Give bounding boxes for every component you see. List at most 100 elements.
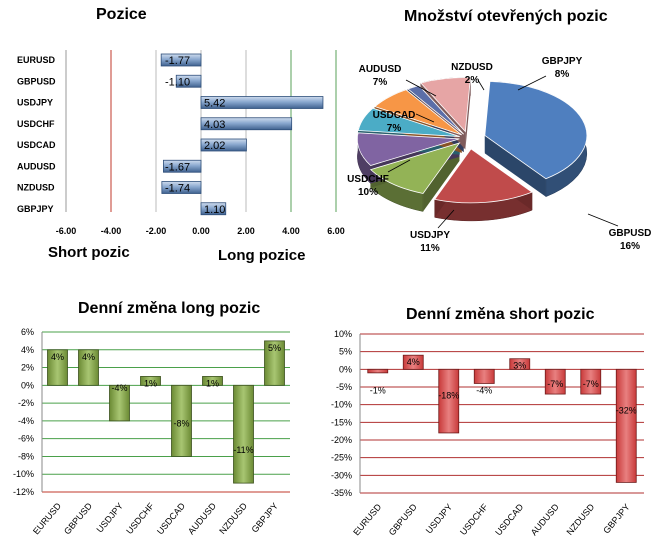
short-change-plot: 10% 5% 0% -5% -10% -15% -20% -25% -30% -35% -1% EUR…	[331, 329, 644, 537]
x-tick-label: USDJPY	[424, 502, 454, 536]
leader-line	[415, 113, 435, 123]
value-label: -1.74	[165, 183, 190, 195]
x-tick-label: GBPJPY	[601, 502, 631, 536]
category-label: USDCHF	[17, 119, 55, 129]
x-tick-label: NZDUSD	[217, 500, 249, 536]
x-tick-label: 4.00	[282, 226, 300, 236]
category-label: USDJPY	[17, 98, 53, 108]
bar	[233, 384, 254, 484]
y-tick-label: 0%	[21, 380, 34, 390]
bar	[78, 349, 99, 386]
long-change-chart-title: Denní změna long pozic	[78, 300, 261, 317]
x-tick-label: 2.00	[237, 226, 255, 236]
value-label: 4%	[51, 352, 64, 362]
x-tick-label: -4.00	[101, 226, 122, 236]
short-change-chart-title: Denní změna short pozic	[406, 306, 595, 323]
positions-chart: Pozice Short pozic Long pozice -6.00 -4.0…	[0, 0, 350, 275]
short-change-chart: Denní změna short pozic 10% 5% 0% -5% -10% -1…	[310, 290, 661, 546]
category-label: GBPUSD	[17, 76, 56, 86]
value-label: -11%	[233, 445, 253, 455]
pie-label: EURUSD	[581, 100, 623, 111]
x-tick-label: EURUSD	[351, 501, 383, 537]
category-label: NZDUSD	[17, 183, 55, 193]
pie-slice	[357, 132, 460, 166]
pie-slice	[420, 77, 471, 133]
pie-slice	[484, 81, 588, 180]
value-label: 4%	[407, 357, 420, 367]
bar	[264, 340, 285, 386]
value-label: -1.67	[165, 161, 190, 173]
long-change-chart: Denní změna long pozic 6% 4% 2% 0% -2% -4% -6%…	[0, 290, 310, 546]
x-tick-label: EURUSD	[31, 500, 63, 536]
pie-percent: 2%	[465, 75, 480, 86]
pie-slice-wall	[465, 77, 471, 150]
leader-line	[587, 213, 619, 227]
value-label: 1.10	[204, 204, 225, 216]
bar	[544, 368, 566, 395]
pie-percent: 7%	[373, 77, 388, 88]
y-tick-label: -10%	[331, 400, 352, 410]
value-label: 5.42	[204, 98, 225, 110]
y-tick-label: -20%	[331, 435, 352, 445]
value-label: -1.10	[165, 76, 190, 88]
bar	[438, 368, 460, 434]
category-label: EURUSD	[17, 55, 56, 65]
bar	[200, 202, 227, 216]
leader-line	[437, 209, 455, 229]
y-tick-label: -5%	[336, 382, 352, 392]
value-label: -7%	[583, 379, 599, 389]
category-label: USDCAD	[17, 140, 56, 150]
value-label: -8%	[173, 418, 189, 428]
x-tick-label: USDCAD	[155, 500, 187, 536]
value-label: -18%	[438, 390, 459, 400]
pie-label: USDJPY	[410, 230, 450, 241]
long-change-plot: 6% 4% 2% 0% -2% -4% -6% -8% -10% -12% 4% EURUSD 4% GB…	[13, 327, 290, 536]
y-tick-label: -30%	[331, 470, 352, 480]
pie-label: NZDUSD	[451, 62, 493, 73]
x-tick-label: GBPUSD	[62, 500, 94, 536]
leader-line	[405, 79, 437, 97]
leader-line	[517, 75, 547, 91]
bar	[161, 181, 202, 194]
short-annotation: Short pozic	[48, 244, 130, 261]
long-annotation: Long pozice	[218, 247, 306, 264]
y-tick-label: -10%	[13, 469, 34, 479]
pie-slice	[357, 107, 460, 137]
value-label: 5%	[268, 343, 281, 353]
y-tick-label: -25%	[331, 453, 352, 463]
y-tick-label: -6%	[18, 434, 34, 444]
pie-slice-wall	[484, 135, 546, 197]
bar	[171, 384, 192, 457]
pie-percent: 10%	[358, 187, 378, 198]
category-label: GBPJPY	[17, 204, 54, 214]
x-tick-label: USDCHF	[458, 501, 490, 537]
x-tick-label: -2.00	[146, 226, 167, 236]
bar	[160, 53, 202, 67]
pie-label: AUDUSD	[359, 64, 402, 75]
y-tick-label: -12%	[13, 487, 34, 497]
category-label: AUDUSD	[17, 161, 56, 171]
value-label: -1.77	[165, 55, 190, 67]
x-tick-label: USDCAD	[493, 501, 525, 537]
bar	[615, 368, 637, 483]
y-tick-label: -8%	[18, 451, 34, 461]
pie-slice	[407, 85, 464, 135]
pie-percent: 16%	[620, 241, 640, 252]
pie-percent: 11%	[420, 243, 440, 254]
leader-line	[477, 79, 485, 91]
pie-label: GBPJPY	[542, 56, 583, 67]
y-tick-label: 2%	[21, 363, 34, 373]
open-positions-chart-title: Množství otevřených pozic	[404, 8, 608, 25]
pie-label: USDCAD	[373, 110, 416, 121]
bar	[140, 376, 161, 386]
x-tick-label: NZDUSD	[565, 501, 597, 537]
positions-plot: -6.00 -4.00 -2.00 0.00 2.00 4.00 6.00 EURUSD -1.…	[17, 50, 345, 236]
value-label: 4%	[82, 352, 95, 362]
x-tick-label: USDJPY	[95, 501, 125, 535]
bar	[109, 384, 130, 422]
value-label: -32%	[616, 405, 637, 415]
value-label: 2.02	[204, 140, 225, 152]
value-label: -4%	[476, 385, 492, 395]
x-tick-label: USDCHF	[124, 500, 156, 536]
bar	[200, 96, 324, 109]
